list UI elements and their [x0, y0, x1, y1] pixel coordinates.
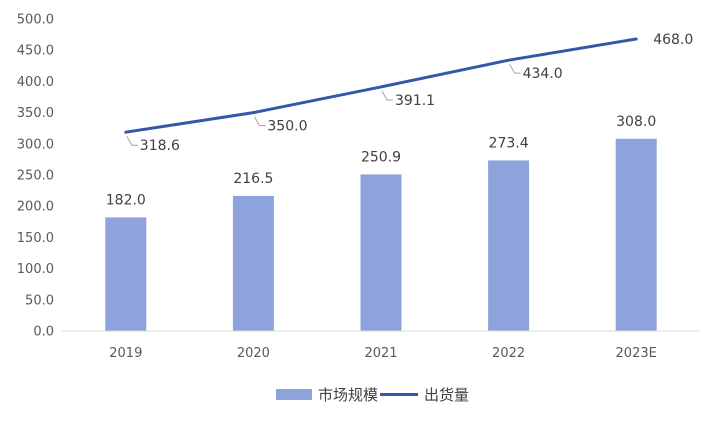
line-label-leader — [509, 63, 521, 74]
y-tick-label: 300.0 — [17, 137, 54, 152]
x-axis: 2019 2020 2021 2022 2023E — [109, 346, 657, 361]
line-label-leader — [126, 135, 138, 146]
legend-label-line: 出货量 — [424, 386, 469, 404]
line-data-label: 434.0 — [523, 66, 563, 82]
x-tick-label: 2019 — [109, 346, 142, 361]
bar — [105, 217, 147, 331]
bar-series: 182.0 216.5 250.9 273.4 308.0 — [105, 114, 657, 331]
bar — [360, 174, 402, 331]
bar-data-label: 250.9 — [361, 149, 401, 165]
line-data-label: 468.0 — [653, 32, 693, 48]
bar — [488, 160, 530, 331]
bar-data-label: 216.5 — [233, 171, 273, 187]
x-tick-label: 2022 — [492, 346, 525, 361]
y-tick-label: 450.0 — [17, 44, 54, 59]
line-label-leader — [253, 116, 266, 127]
bar-data-label: 308.0 — [616, 114, 656, 130]
legend: 市场规模 出货量 — [276, 386, 469, 404]
bar-data-label: 182.0 — [106, 192, 146, 208]
bar — [615, 138, 657, 331]
y-tick-label: 350.0 — [17, 106, 54, 121]
y-axis: 0.0 50.0 100.0 150.0 200.0 250.0 300.0 350.0 400… — [17, 13, 54, 340]
y-tick-label: 250.0 — [17, 169, 54, 184]
y-tick-label: 100.0 — [17, 262, 54, 277]
line-series: 318.6 350.0 391.1 434.0 468.0 — [124, 32, 693, 154]
line-path — [124, 37, 638, 134]
legend-label-bar: 市场规模 — [318, 386, 378, 404]
bar — [232, 195, 274, 331]
x-tick-label: 2020 — [237, 346, 270, 361]
y-tick-label: 0.0 — [33, 325, 54, 340]
y-tick-label: 500.0 — [17, 13, 54, 28]
x-tick-label: 2021 — [364, 346, 397, 361]
y-tick-label: 400.0 — [17, 75, 54, 90]
y-tick-label: 200.0 — [17, 200, 54, 215]
y-tick-label: 150.0 — [17, 231, 54, 246]
legend-swatch-bar — [276, 389, 312, 400]
line-data-label: 391.1 — [395, 93, 435, 109]
bar-data-label: 273.4 — [489, 135, 529, 151]
x-tick-label: 2023E — [616, 346, 657, 361]
y-tick-label: 50.0 — [25, 293, 54, 308]
line-label-leader — [381, 90, 393, 101]
line-data-label: 350.0 — [267, 119, 307, 135]
line-data-label: 318.6 — [140, 138, 180, 154]
